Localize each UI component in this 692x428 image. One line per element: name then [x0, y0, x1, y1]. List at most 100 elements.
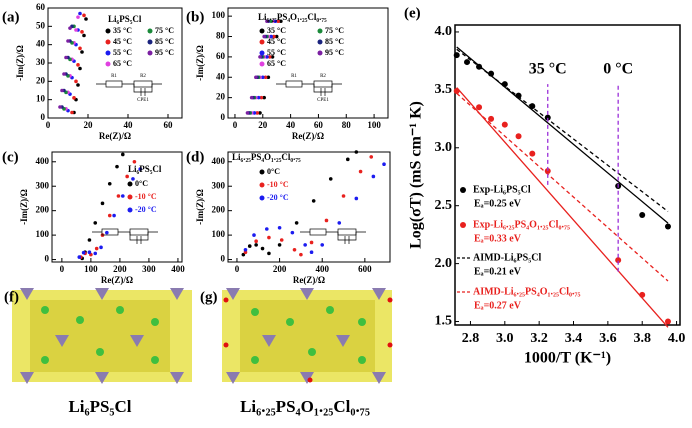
x-tick-label: 20 — [258, 120, 268, 130]
data-point — [453, 88, 460, 95]
y-tick-label: 100 — [212, 10, 226, 20]
legend-label: Exp-Li₆.₂₅PS₄O₁.₂₅Cl₀.₇₅ — [473, 219, 570, 230]
x-tick-label: 2.8 — [462, 331, 480, 346]
legend-label: 65 °C — [113, 59, 132, 68]
y-tick-label: 3.0 — [435, 140, 453, 155]
data-point — [294, 221, 299, 225]
x-tick-label: 20 — [84, 120, 94, 130]
inset-label: CPE1 — [137, 98, 149, 103]
data-point — [263, 75, 268, 80]
data-point — [259, 95, 264, 100]
data-point — [116, 194, 121, 198]
data-point — [249, 95, 254, 100]
data-point — [279, 238, 284, 242]
data-point — [639, 211, 646, 218]
circuit-inset — [92, 228, 158, 244]
data-point — [132, 159, 137, 164]
data-point — [529, 150, 536, 157]
data-point — [74, 28, 78, 32]
y-tick-label: 1.5 — [435, 314, 453, 329]
data-point — [58, 105, 62, 109]
data-point — [371, 174, 376, 179]
legend-label: 85 °C — [325, 37, 344, 46]
panel-label: (a) — [2, 9, 20, 25]
legend-ea: Eₐ=0.25 eV — [474, 198, 522, 209]
legend-swatch — [259, 39, 265, 45]
structure-f — [12, 288, 192, 384]
x-tick-label: 3.8 — [633, 331, 651, 346]
x-tick-label: 3.4 — [565, 331, 583, 346]
data-point — [303, 243, 307, 247]
y-tick-label: 100 — [212, 229, 226, 239]
legend-swatch — [127, 181, 133, 187]
y-axis-label: -Im(Z)/Ω — [19, 189, 29, 225]
legend-swatch — [317, 50, 323, 56]
x-tick-label: 3.2 — [530, 331, 548, 346]
legend-swatch — [259, 195, 265, 201]
data-point — [107, 213, 112, 218]
data-point — [256, 95, 261, 100]
x-tick-label: 600 — [358, 264, 372, 274]
data-point — [267, 251, 271, 256]
data-point — [252, 233, 256, 237]
data-point — [292, 247, 297, 252]
y-tick-label: 4.0 — [435, 24, 453, 39]
y-tick-label: 0 — [45, 254, 50, 264]
data-point — [488, 70, 495, 77]
circuit-inset — [96, 80, 162, 96]
data-point — [265, 55, 269, 59]
data-point — [62, 72, 66, 76]
legend-label: 35 °C — [267, 26, 286, 35]
legend-label: -20 °C — [135, 205, 157, 214]
y-axis-label: Log(σT) (mS cm⁻¹ K) — [408, 101, 425, 249]
y-tick-label: 200 — [212, 205, 226, 215]
data-point — [107, 181, 112, 186]
panel-label: (b) — [186, 9, 204, 25]
data-point — [501, 121, 508, 128]
resistor — [105, 80, 123, 88]
data-point — [328, 177, 333, 181]
legend-label: 45 °C — [267, 37, 286, 46]
legend-label: 95 °C — [155, 48, 174, 57]
x-tick-label: 100 — [367, 120, 381, 130]
legend-swatch — [460, 222, 466, 228]
y-tick-label: 20 — [216, 92, 226, 102]
data-point — [664, 318, 671, 325]
aimd-line — [456, 48, 669, 213]
legend-label: 0°C — [135, 179, 148, 188]
data-point — [121, 194, 125, 198]
x-axis-label: Re(Z)/Ω — [101, 275, 133, 285]
data-point — [100, 201, 105, 206]
structure-g — [222, 288, 393, 384]
data-point — [369, 155, 374, 159]
inset-label: CPE1 — [317, 98, 329, 103]
data-point — [121, 152, 125, 157]
y-axis-label: -Im(Z)/Ω — [195, 45, 205, 81]
legend-label: -20 °C — [267, 193, 289, 202]
data-point — [311, 199, 316, 203]
data-point — [138, 167, 143, 171]
legend-title: Li₆.₂₅PS₄O₁.₂₅Cl₀.₇₅ — [232, 152, 301, 162]
x-tick-label: 0 — [235, 264, 240, 274]
data-point — [262, 95, 266, 100]
inset-label: R1 — [291, 74, 297, 79]
data-point — [254, 243, 258, 247]
x-axis-label: 1000/T (K⁻¹) — [524, 350, 611, 367]
data-point — [66, 39, 70, 43]
data-point — [243, 247, 248, 252]
data-point — [254, 75, 258, 80]
data-point — [84, 17, 88, 21]
data-point — [78, 11, 82, 16]
cpe — [136, 236, 142, 244]
data-point — [267, 55, 272, 59]
y-tick-label: 3.5 — [435, 82, 453, 97]
data-point — [247, 244, 252, 248]
y-tick-label: 400 — [36, 156, 50, 166]
resistor — [313, 80, 333, 88]
caption: Li₆.₂₅PS₄O₁.₂₅Cl₀.₇₅ — [240, 397, 370, 416]
data-point — [324, 218, 329, 223]
y-tick-label: 200 — [36, 205, 50, 215]
data-point — [354, 150, 359, 154]
legend-label: 95 °C — [325, 48, 344, 57]
x-tick-label: 4.0 — [668, 331, 686, 346]
